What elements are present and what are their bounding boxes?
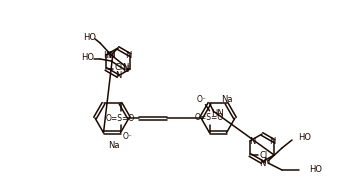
- Text: N: N: [122, 65, 128, 73]
- Text: HN: HN: [212, 109, 224, 118]
- Text: N: N: [125, 50, 131, 59]
- Text: N: N: [122, 63, 128, 72]
- Text: N: N: [263, 158, 269, 167]
- Text: Cl: Cl: [260, 151, 268, 160]
- Text: N: N: [105, 50, 111, 59]
- Text: Na: Na: [108, 141, 120, 150]
- Text: Na: Na: [221, 95, 233, 104]
- Text: N: N: [269, 137, 275, 146]
- Text: N: N: [115, 70, 121, 79]
- Text: O=S=O: O=S=O: [106, 114, 135, 123]
- Text: HO: HO: [298, 132, 311, 141]
- Text: O=S=O: O=S=O: [195, 113, 224, 122]
- Text: HO: HO: [309, 165, 322, 174]
- Text: HO: HO: [82, 54, 95, 63]
- Text: O⁻: O⁻: [197, 95, 206, 104]
- Text: N: N: [259, 158, 265, 167]
- Text: HO: HO: [84, 33, 97, 42]
- Text: O⁻: O⁻: [122, 132, 132, 141]
- Text: Cl: Cl: [115, 63, 123, 72]
- Text: N: N: [249, 137, 255, 146]
- Text: HN: HN: [102, 52, 115, 61]
